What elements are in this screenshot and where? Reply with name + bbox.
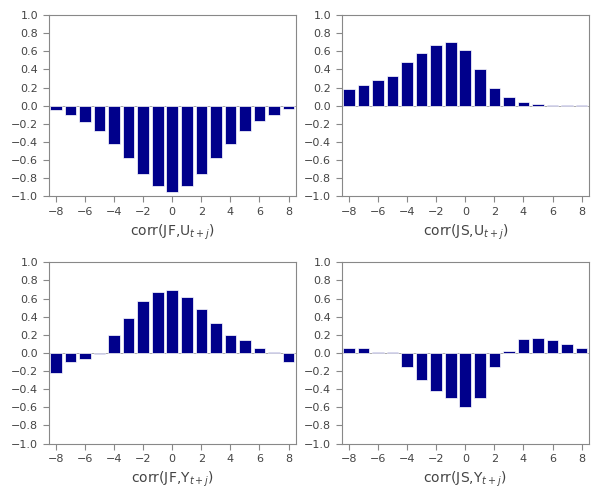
Bar xyxy=(488,353,500,366)
Bar xyxy=(445,42,457,106)
Bar xyxy=(358,85,370,106)
Bar xyxy=(79,106,91,122)
Bar xyxy=(503,351,515,353)
Bar xyxy=(460,353,471,408)
Bar xyxy=(65,106,76,115)
Bar xyxy=(547,340,559,353)
Bar xyxy=(532,338,544,353)
X-axis label: corr(JS,U$_{t+j}$): corr(JS,U$_{t+j}$) xyxy=(422,222,508,242)
Bar xyxy=(518,340,529,353)
Bar xyxy=(343,348,355,353)
Bar xyxy=(79,353,91,360)
Bar xyxy=(283,106,295,110)
Bar xyxy=(224,335,236,353)
Bar xyxy=(123,106,134,158)
Bar xyxy=(196,106,207,174)
Bar xyxy=(50,353,62,373)
Bar xyxy=(50,106,62,110)
Bar xyxy=(123,318,134,353)
Bar xyxy=(401,353,413,366)
Bar xyxy=(387,352,398,353)
X-axis label: corr(JS,Y$_{t+j}$): corr(JS,Y$_{t+j}$) xyxy=(424,470,507,489)
Bar xyxy=(488,88,500,106)
Bar xyxy=(196,310,207,353)
X-axis label: corr(JF,Y$_{t+j}$): corr(JF,Y$_{t+j}$) xyxy=(131,470,214,489)
Bar xyxy=(166,290,178,353)
Bar xyxy=(387,76,398,106)
Bar xyxy=(518,102,529,106)
Bar xyxy=(372,352,384,353)
Bar xyxy=(181,297,193,353)
Bar xyxy=(416,353,427,380)
Bar xyxy=(474,70,485,106)
Bar xyxy=(576,348,587,353)
Bar xyxy=(239,340,251,353)
Bar xyxy=(460,50,471,106)
Bar xyxy=(108,335,120,353)
Bar xyxy=(430,353,442,391)
Bar xyxy=(561,344,573,353)
Bar xyxy=(166,106,178,192)
Bar xyxy=(401,62,413,106)
Bar xyxy=(108,106,120,144)
Bar xyxy=(474,353,485,399)
Bar xyxy=(254,106,265,121)
Bar xyxy=(224,106,236,144)
Bar xyxy=(210,106,221,158)
Bar xyxy=(358,348,370,353)
Bar xyxy=(343,90,355,106)
Bar xyxy=(561,105,573,106)
Bar xyxy=(445,353,457,399)
Bar xyxy=(94,353,106,354)
Bar xyxy=(268,352,280,353)
Bar xyxy=(372,80,384,106)
Bar xyxy=(137,106,149,174)
Bar xyxy=(254,348,265,353)
Bar xyxy=(532,104,544,106)
Bar xyxy=(547,105,559,106)
Bar xyxy=(210,323,221,353)
X-axis label: corr(JF,U$_{t+j}$): corr(JF,U$_{t+j}$) xyxy=(130,222,215,242)
Bar xyxy=(152,106,164,186)
Bar xyxy=(283,353,295,362)
Bar xyxy=(268,106,280,115)
Bar xyxy=(430,45,442,106)
Bar xyxy=(65,353,76,362)
Bar xyxy=(416,53,427,106)
Bar xyxy=(239,106,251,131)
Bar xyxy=(94,106,106,131)
Bar xyxy=(137,302,149,353)
Bar xyxy=(181,106,193,186)
Bar xyxy=(576,105,587,106)
Bar xyxy=(503,96,515,106)
Bar xyxy=(152,292,164,353)
